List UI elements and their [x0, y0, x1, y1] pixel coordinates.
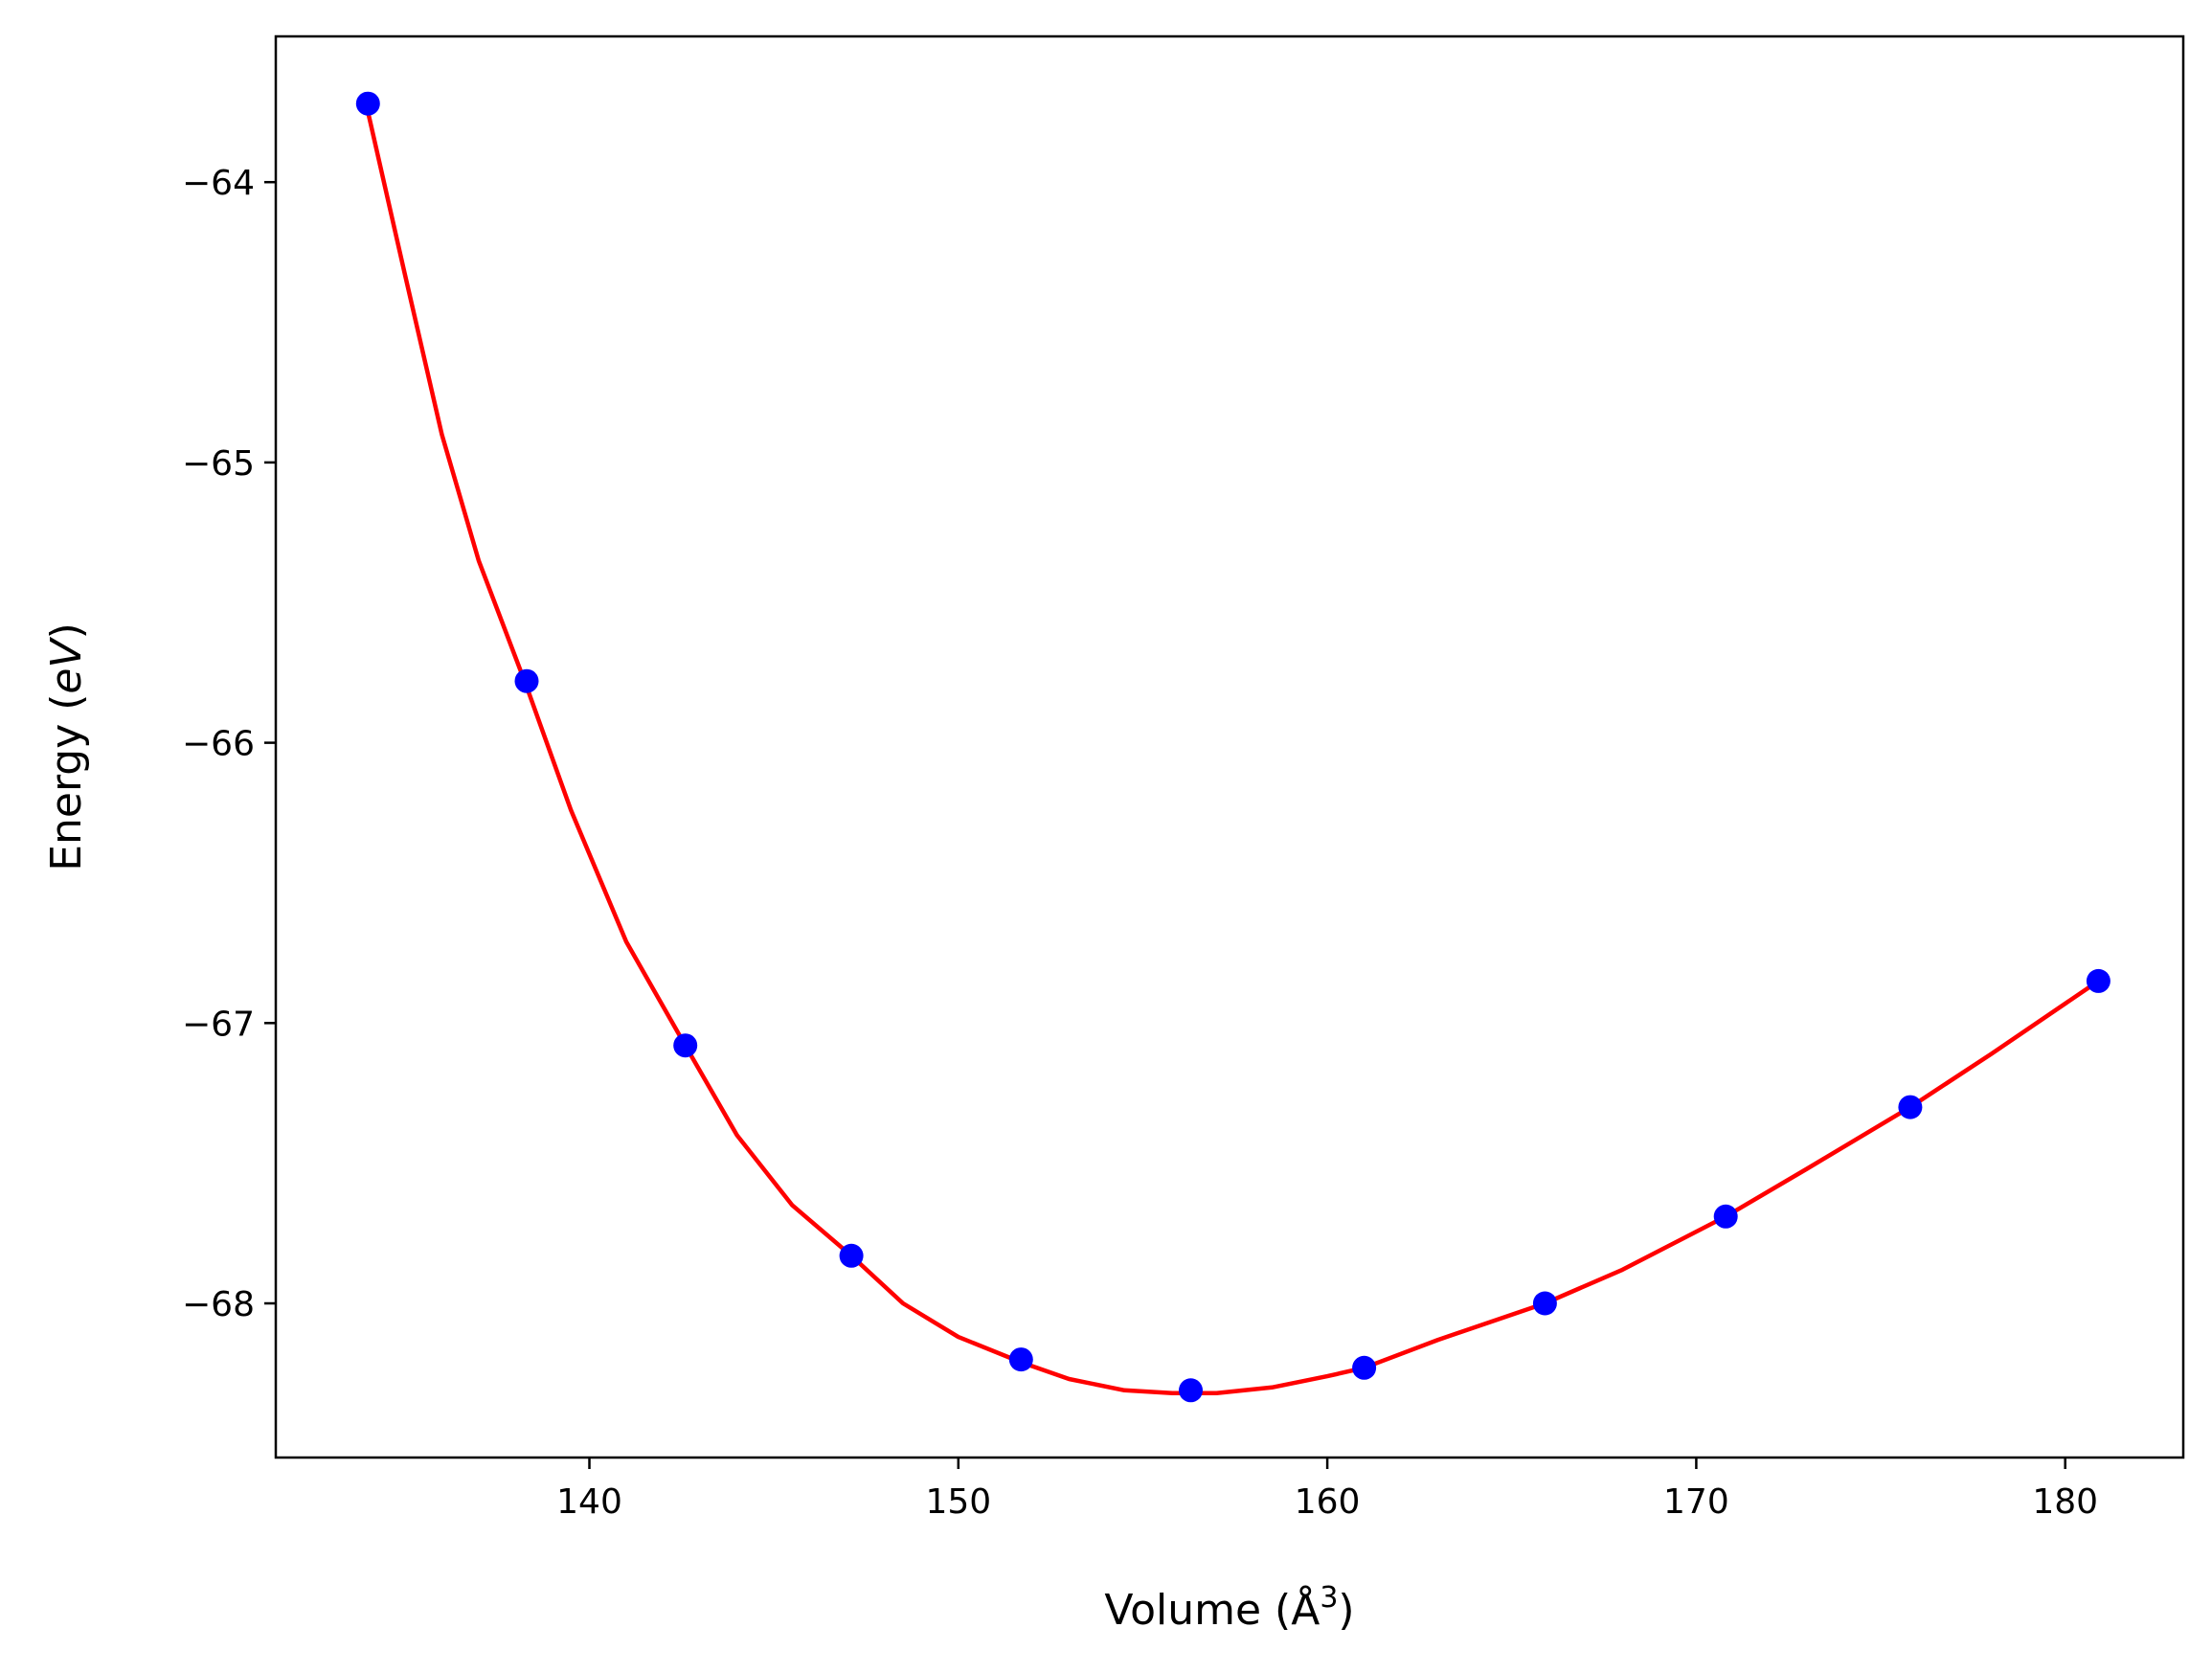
data-point — [1179, 1378, 1203, 1403]
y-axis-label-suffix: ) — [42, 622, 91, 639]
data-point — [514, 668, 539, 693]
plot-area — [355, 91, 2110, 1403]
x-tick-label: 160 — [1295, 1482, 1361, 1522]
axes-frame — [274, 34, 2185, 1459]
x-tick-label: 150 — [925, 1482, 991, 1522]
data-point — [1898, 1095, 1923, 1119]
x-axis-label-close: ) — [1338, 1586, 1354, 1635]
data-point — [1713, 1204, 1738, 1229]
x-tick-label: 170 — [1663, 1482, 1729, 1522]
data-point — [839, 1243, 864, 1268]
x-axis-label: Volume (Å3) — [1104, 1581, 1354, 1635]
data-point — [673, 1033, 698, 1058]
data-point — [1008, 1347, 1033, 1372]
data-point — [1352, 1355, 1377, 1380]
x-axis-label-main: Volume (Å — [1104, 1584, 1320, 1635]
y-tick-label: −67 — [182, 1005, 255, 1044]
y-tick-label: −66 — [182, 725, 255, 764]
y-axis-label-prefix: Energy ( — [42, 694, 91, 871]
y-axis-ticks: −68 −67 −66 −65 −64 — [182, 164, 276, 1324]
y-tick-label: −65 — [182, 444, 255, 484]
y-axis-label: Energy (eV) — [42, 622, 91, 871]
y-tick-label: −64 — [182, 164, 255, 203]
x-tick-label: 180 — [2032, 1482, 2098, 1522]
y-tick-label: −68 — [182, 1285, 255, 1324]
x-tick-label: 140 — [556, 1482, 622, 1522]
data-point — [2086, 968, 2110, 993]
x-axis-label-superscript: 3 — [1320, 1581, 1338, 1615]
y-axis-label-unit: eV — [42, 637, 91, 694]
data-point — [355, 91, 380, 116]
data-point — [1532, 1291, 1557, 1316]
fit-curve — [366, 109, 2101, 1395]
x-axis-ticks: 140 150 160 170 180 — [556, 1458, 2098, 1522]
